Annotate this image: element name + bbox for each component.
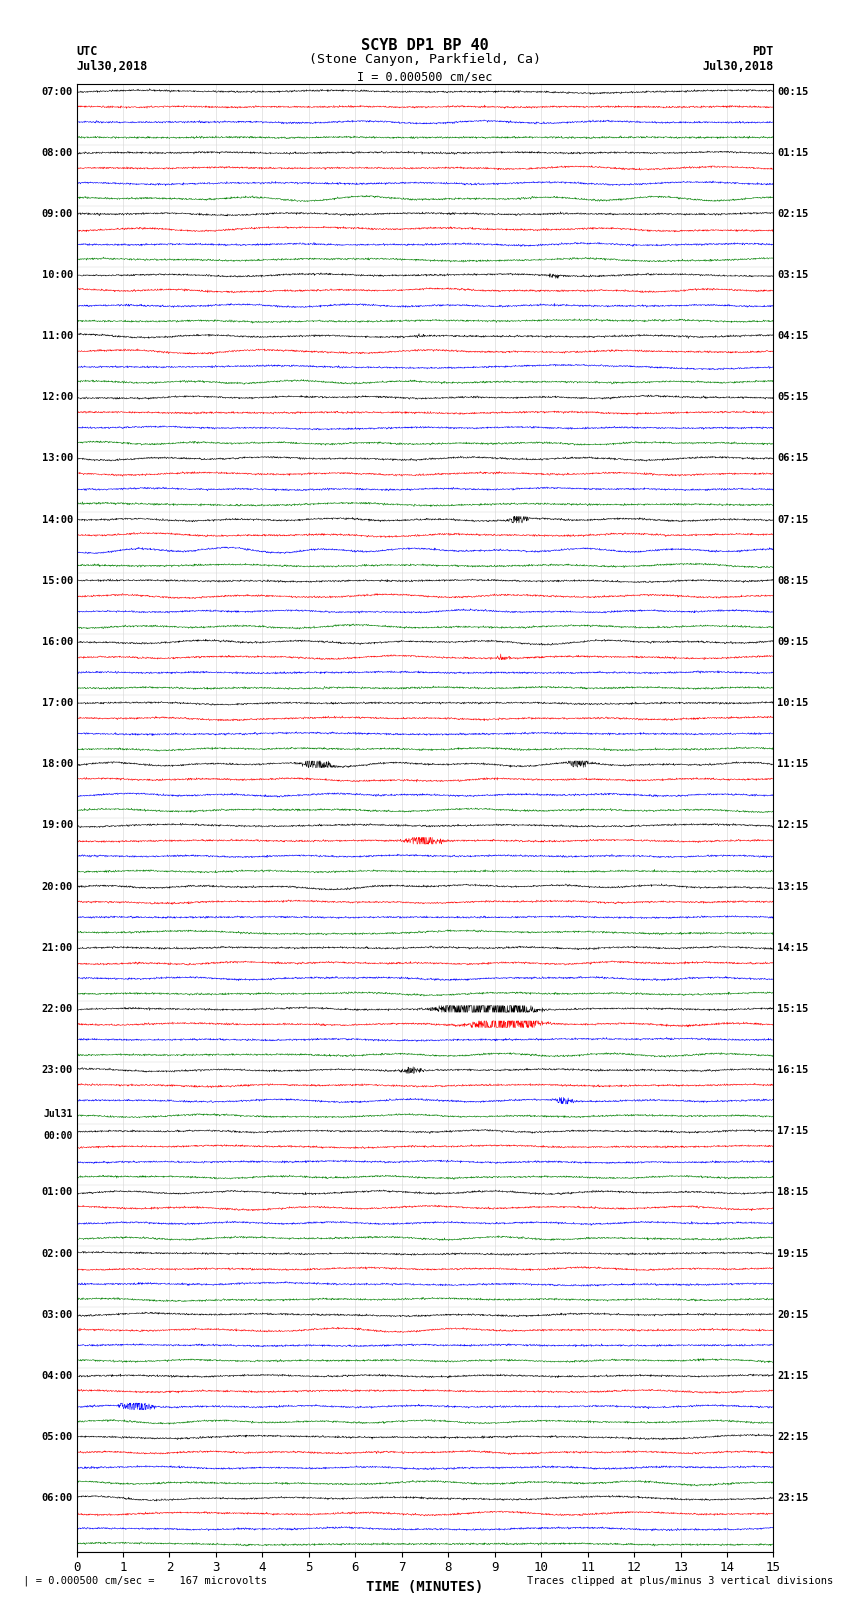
Text: 21:15: 21:15 (777, 1371, 808, 1381)
Text: 01:00: 01:00 (42, 1187, 73, 1197)
Text: 20:15: 20:15 (777, 1310, 808, 1319)
Text: 15:00: 15:00 (42, 576, 73, 586)
Text: 11:00: 11:00 (42, 331, 73, 342)
Text: 14:15: 14:15 (777, 942, 808, 953)
Text: 23:00: 23:00 (42, 1065, 73, 1076)
Text: 22:00: 22:00 (42, 1003, 73, 1015)
Text: 20:00: 20:00 (42, 882, 73, 892)
Text: I = 0.000500 cm/sec: I = 0.000500 cm/sec (357, 71, 493, 84)
Text: Jul30,2018: Jul30,2018 (702, 60, 774, 73)
Text: 00:00: 00:00 (43, 1131, 73, 1142)
Text: 09:15: 09:15 (777, 637, 808, 647)
Text: 04:15: 04:15 (777, 331, 808, 342)
Text: 19:15: 19:15 (777, 1248, 808, 1258)
Text: 21:00: 21:00 (42, 942, 73, 953)
Text: 15:15: 15:15 (777, 1003, 808, 1015)
Text: 01:15: 01:15 (777, 148, 808, 158)
Text: 18:00: 18:00 (42, 760, 73, 769)
Text: | = 0.000500 cm/sec =    167 microvolts: | = 0.000500 cm/sec = 167 microvolts (17, 1576, 267, 1586)
Text: 06:15: 06:15 (777, 453, 808, 463)
Text: 03:00: 03:00 (42, 1310, 73, 1319)
Text: 17:15: 17:15 (777, 1126, 808, 1136)
Text: 02:00: 02:00 (42, 1248, 73, 1258)
Text: 05:15: 05:15 (777, 392, 808, 402)
X-axis label: TIME (MINUTES): TIME (MINUTES) (366, 1581, 484, 1594)
Text: 08:15: 08:15 (777, 576, 808, 586)
Text: 16:15: 16:15 (777, 1065, 808, 1076)
Text: 07:15: 07:15 (777, 515, 808, 524)
Text: (Stone Canyon, Parkfield, Ca): (Stone Canyon, Parkfield, Ca) (309, 53, 541, 66)
Text: 22:15: 22:15 (777, 1432, 808, 1442)
Text: 10:00: 10:00 (42, 269, 73, 281)
Text: 09:00: 09:00 (42, 208, 73, 219)
Text: 17:00: 17:00 (42, 698, 73, 708)
Text: 12:00: 12:00 (42, 392, 73, 402)
Text: 03:15: 03:15 (777, 269, 808, 281)
Text: 00:15: 00:15 (777, 87, 808, 97)
Text: PDT: PDT (752, 45, 774, 58)
Text: 13:15: 13:15 (777, 882, 808, 892)
Text: 04:00: 04:00 (42, 1371, 73, 1381)
Text: 18:15: 18:15 (777, 1187, 808, 1197)
Text: 14:00: 14:00 (42, 515, 73, 524)
Text: Jul30,2018: Jul30,2018 (76, 60, 148, 73)
Text: 11:15: 11:15 (777, 760, 808, 769)
Text: Jul31: Jul31 (43, 1110, 73, 1119)
Text: 13:00: 13:00 (42, 453, 73, 463)
Text: 23:15: 23:15 (777, 1494, 808, 1503)
Text: 02:15: 02:15 (777, 208, 808, 219)
Text: 07:00: 07:00 (42, 87, 73, 97)
Text: 12:15: 12:15 (777, 821, 808, 831)
Text: 16:00: 16:00 (42, 637, 73, 647)
Text: 08:00: 08:00 (42, 148, 73, 158)
Text: 19:00: 19:00 (42, 821, 73, 831)
Text: UTC: UTC (76, 45, 98, 58)
Text: 05:00: 05:00 (42, 1432, 73, 1442)
Text: SCYB DP1 BP 40: SCYB DP1 BP 40 (361, 37, 489, 53)
Text: 10:15: 10:15 (777, 698, 808, 708)
Text: Traces clipped at plus/minus 3 vertical divisions: Traces clipped at plus/minus 3 vertical … (527, 1576, 833, 1586)
Text: 06:00: 06:00 (42, 1494, 73, 1503)
